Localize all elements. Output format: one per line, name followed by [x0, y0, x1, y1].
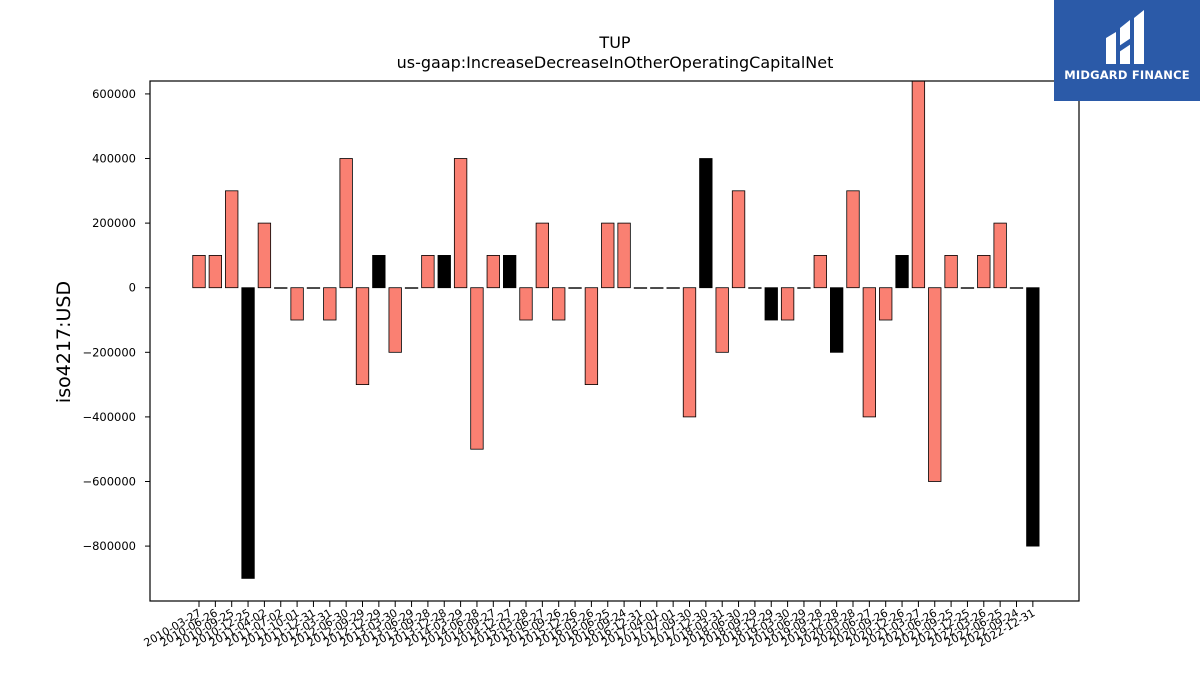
- bar-2016-12-31: [633, 287, 648, 289]
- bar-2018-03-31: [715, 287, 729, 353]
- bar-2014-12-27: [502, 255, 517, 289]
- y-tick-label: −600000: [82, 474, 136, 488]
- bar-2013-12-28: [437, 255, 451, 289]
- bar-2014-09-27: [486, 255, 500, 289]
- bar-2015-09-26: [552, 287, 566, 321]
- bar-2020-09-26: [879, 287, 893, 321]
- bar-2012-09-29: [355, 287, 370, 385]
- bar-2020-03-28: [846, 190, 860, 289]
- bar-2017-09-30: [682, 287, 697, 418]
- bar-2010-09-25: [225, 190, 239, 289]
- bar-2012-12-29: [372, 255, 386, 289]
- y-tick-label: 0: [129, 281, 136, 295]
- bar-2020-12-26: [895, 255, 909, 289]
- bar-2022-06-25: [993, 222, 1007, 289]
- y-tick-label: 400000: [92, 152, 136, 166]
- y-tick-label: −800000: [82, 539, 136, 553]
- bar-2019-03-30: [780, 287, 795, 321]
- bar-2016-06-25: [601, 222, 615, 289]
- brand-logo: MIDGARD FINANCE: [1054, 0, 1200, 101]
- bar-2019-09-28: [813, 255, 827, 289]
- bar-2019-12-28: [830, 287, 844, 353]
- bar-2014-06-28: [470, 287, 484, 450]
- bar-2011-07-02: [274, 287, 288, 289]
- bar-2021-12-25: [960, 287, 975, 289]
- bar-2018-09-29: [748, 287, 762, 289]
- bar-2011-10-01: [290, 287, 304, 321]
- bar-2018-12-29: [764, 287, 778, 321]
- bar-2015-03-28: [519, 287, 533, 321]
- bar-2013-03-30: [388, 287, 402, 353]
- bar-2013-06-29: [404, 287, 419, 289]
- bar-2022-12-31: [1026, 287, 1040, 547]
- bar-2013-09-28: [421, 255, 435, 289]
- bar-2022-03-26: [977, 255, 991, 289]
- bar-2010-03-27: [192, 255, 206, 289]
- bar-2016-03-26: [584, 287, 599, 385]
- bar-2021-09-25: [944, 255, 958, 289]
- brand-mark-icon: [1106, 10, 1144, 64]
- bar-2018-06-30: [731, 190, 746, 289]
- chart-title: TUP: [598, 33, 630, 52]
- bar-2020-06-27: [862, 287, 876, 418]
- bar-2017-12-30: [699, 158, 713, 289]
- chart-subtitle: us-gaap:IncreaseDecreaseInOtherOperating…: [397, 53, 834, 72]
- y-axis: 600000 400000 200000 0 −200000 −400000 −600000…: [82, 87, 150, 553]
- y-tick-label: 600000: [92, 87, 136, 101]
- bar-2015-12-26: [568, 287, 582, 289]
- plot-frame: [149, 80, 1080, 602]
- bar-2011-12-31: [306, 287, 321, 289]
- bar-2017-07-01: [666, 287, 680, 289]
- bar-2021-06-26: [928, 287, 942, 482]
- bar-2012-03-31: [323, 287, 337, 321]
- bar-2017-04-01: [650, 287, 664, 289]
- bar-2012-06-30: [339, 158, 353, 289]
- bar-2014-03-29: [453, 158, 468, 289]
- bar-2010-12-25: [241, 287, 255, 579]
- bar-2010-06-26: [208, 255, 223, 289]
- y-axis-label: iso4217:USD: [53, 281, 75, 403]
- bar-2016-09-24: [617, 222, 631, 289]
- x-axis: 2010-03-272010-06-262010-09-252010-12-25…: [142, 601, 1037, 650]
- y-tick-label: −400000: [82, 410, 136, 424]
- brand-name: MIDGARD FINANCE: [1064, 68, 1190, 82]
- bar-2011-04-02: [257, 222, 272, 289]
- bar-2022-09-24: [1009, 287, 1024, 289]
- bar-2019-06-29: [797, 287, 811, 289]
- y-tick-label: −200000: [82, 345, 136, 359]
- bars-group: [192, 80, 1040, 579]
- bar-2021-03-27: [911, 80, 926, 289]
- y-tick-label: 200000: [92, 216, 136, 230]
- bar-2015-06-27: [535, 222, 549, 289]
